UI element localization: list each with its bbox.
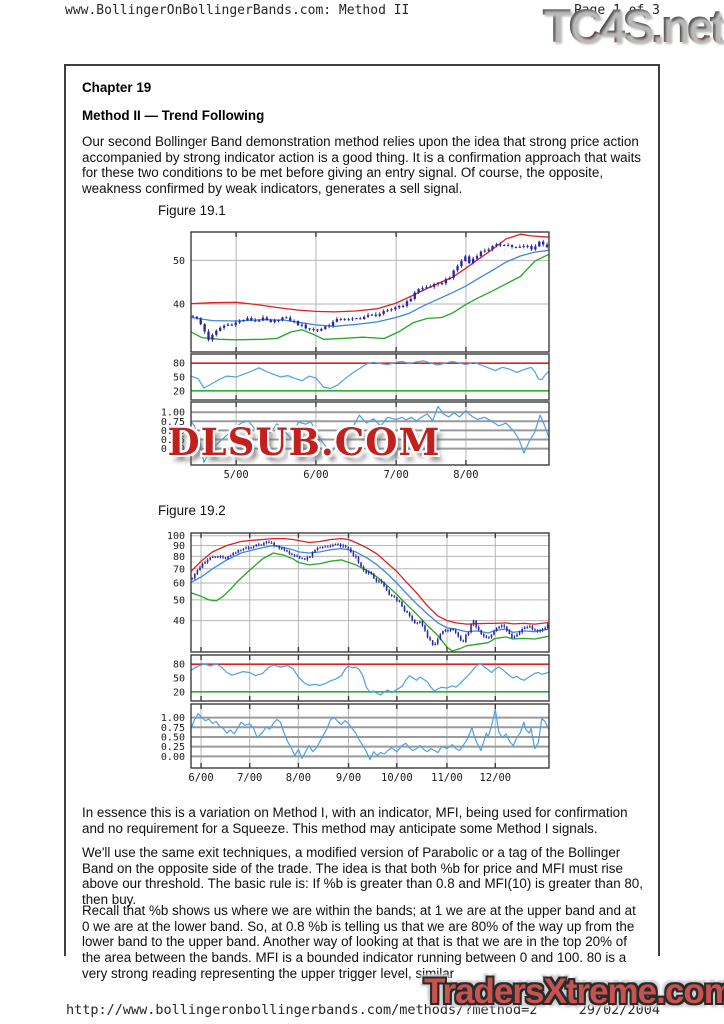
figure-19-2-svg: 1009080706050408050201.000.750.500.250.0…	[161, 531, 550, 784]
section-title: Method II — Trend Following	[82, 108, 265, 123]
svg-text:10/00: 10/00	[381, 772, 413, 784]
chapter-heading: Chapter 19	[82, 80, 152, 95]
chapter-content-box: Chapter 19 Method II — Trend Following O…	[64, 64, 660, 981]
svg-text:20: 20	[173, 386, 185, 397]
tradersxtreme-watermark-logo: TradersXtreme.com	[424, 972, 724, 1011]
footer-date: 29/02/2004	[578, 1002, 660, 1018]
essence-paragraph: In essence this is a variation on Method…	[82, 805, 628, 836]
svg-text:8/00: 8/00	[286, 772, 311, 784]
recall-paragraph: Recall that %b shows us where we are wit…	[82, 903, 636, 981]
svg-text:5/00: 5/00	[223, 469, 248, 481]
svg-text:6/00: 6/00	[303, 469, 328, 481]
svg-text:80: 80	[173, 552, 185, 563]
svg-text:0.75: 0.75	[161, 417, 185, 428]
svg-text:1.00: 1.00	[161, 713, 185, 724]
svg-text:0.50: 0.50	[161, 732, 185, 743]
svg-text:50: 50	[173, 674, 185, 685]
svg-text:0.00: 0.00	[161, 444, 185, 455]
intro-paragraph: Our second Bollinger Band demonstration …	[82, 134, 642, 197]
figure-19-2-chart: 100 90 80 70 60 50 40 80 50 20 1.00 0.75 0.50 0.25 0.0…	[158, 520, 558, 791]
svg-text:80: 80	[173, 359, 185, 370]
figure-19-2-label: Figure 19.2	[158, 503, 226, 518]
svg-text:1.00: 1.00	[161, 408, 185, 419]
svg-text:11/00: 11/00	[431, 772, 463, 784]
svg-text:0.25: 0.25	[161, 742, 185, 753]
svg-text:50: 50	[173, 595, 185, 606]
svg-text:80: 80	[173, 660, 185, 671]
svg-text:0.75: 0.75	[161, 723, 185, 734]
svg-text:20: 20	[173, 687, 185, 698]
tc4s-watermark-logo: TC4S.net	[542, 0, 724, 52]
figure-19-1-svg: 50 40 80 50 20 1.000.750.500.250.00 5/00 6/00 7/…	[161, 231, 550, 481]
svg-text:40: 40	[173, 300, 185, 311]
svg-text:0.50: 0.50	[161, 426, 185, 437]
svg-text:7/00: 7/00	[383, 469, 408, 481]
figure-19-1-label: Figure 19.1	[158, 203, 226, 218]
svg-text:50: 50	[173, 373, 185, 384]
svg-text:60: 60	[173, 579, 185, 590]
dlsub-watermark-logo: DLSUB.COM	[167, 420, 441, 464]
svg-text:40: 40	[173, 616, 185, 627]
svg-text:50: 50	[173, 256, 185, 267]
svg-text:7/00: 7/00	[237, 772, 262, 784]
svg-text:0.25: 0.25	[161, 435, 185, 446]
svg-text:70: 70	[173, 564, 185, 575]
svg-text:6/00: 6/00	[188, 772, 213, 784]
svg-text:8/00: 8/00	[453, 469, 478, 481]
svg-text:90: 90	[173, 541, 185, 552]
header-site-title: www.BollingerOnBollingerBands.com: Metho…	[65, 3, 410, 18]
svg-text:9/00: 9/00	[336, 772, 361, 784]
svg-text:12/00: 12/00	[479, 772, 511, 784]
svg-text:100: 100	[167, 531, 185, 542]
exit-paragraph: We'll use the same exit techniques, a mo…	[82, 845, 643, 908]
footer-url: http://www.bollingeronbollingerbands.com…	[66, 1002, 538, 1018]
svg-text:0.00: 0.00	[161, 752, 185, 763]
page-number-indicator: Page 1 of 3	[574, 3, 660, 18]
figure-19-1-chart: 50 40 80 50 20 1.00 0.75 0.50 0.25 0.00 5/00 6/00 7/…	[158, 222, 558, 489]
